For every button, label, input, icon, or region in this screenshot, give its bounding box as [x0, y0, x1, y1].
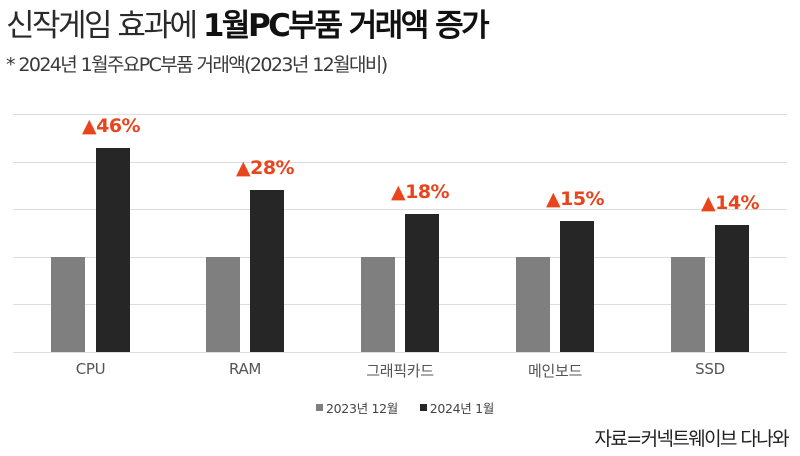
- increase-label: ▲14%: [701, 192, 760, 214]
- category-label: CPU: [75, 360, 106, 378]
- chart-title: 신작게임 효과에 1월PC부품 거래액 증가: [6, 6, 490, 46]
- gridline: [13, 114, 787, 115]
- chart-subtitle: * 2024년 1월주요PC부품 거래액(2023년 12월대비): [6, 54, 388, 76]
- gridline: [13, 257, 787, 258]
- bar-2024-01: [96, 148, 130, 352]
- category-label: SSD: [695, 360, 725, 378]
- bar-2023-12: [206, 257, 240, 352]
- bar-2024-01: [560, 221, 594, 352]
- gridline: [13, 162, 787, 163]
- bar-2023-12: [516, 257, 550, 352]
- legend-swatch-prev: [316, 404, 323, 411]
- legend-label: 2024년 1월: [429, 401, 495, 416]
- bar-2023-12: [51, 257, 85, 352]
- source-note: 자료=커넥트웨이브 다나와: [594, 428, 790, 450]
- legend: 2023년 12월 2024년 1월: [316, 398, 512, 417]
- bar-2023-12: [361, 257, 395, 352]
- increase-label: ▲28%: [236, 157, 295, 179]
- increase-label: ▲46%: [82, 115, 141, 137]
- legend-item-2024-01: 2024년 1월: [419, 398, 495, 417]
- legend-item-2023-12: 2023년 12월: [316, 398, 398, 417]
- category-label: 그래픽카드: [366, 362, 434, 380]
- title-bold-part: 1월PC부품 거래액 증가: [202, 8, 490, 44]
- legend-swatch-curr: [419, 404, 427, 411]
- bar-2023-12: [671, 257, 705, 352]
- gridline: [13, 304, 787, 305]
- category-label: 메인보드: [527, 362, 582, 380]
- gridline: [13, 352, 787, 353]
- increase-label: ▲18%: [391, 181, 450, 203]
- increase-label: ▲15%: [546, 188, 605, 210]
- category-label: RAM: [228, 360, 262, 378]
- title-light-part: 신작게임 효과에: [6, 8, 203, 44]
- bar-2024-01: [715, 225, 749, 352]
- legend-label: 2023년 12월: [326, 401, 398, 416]
- gridline: [13, 209, 787, 210]
- bar-2024-01: [250, 190, 284, 352]
- bar-2024-01: [405, 214, 439, 352]
